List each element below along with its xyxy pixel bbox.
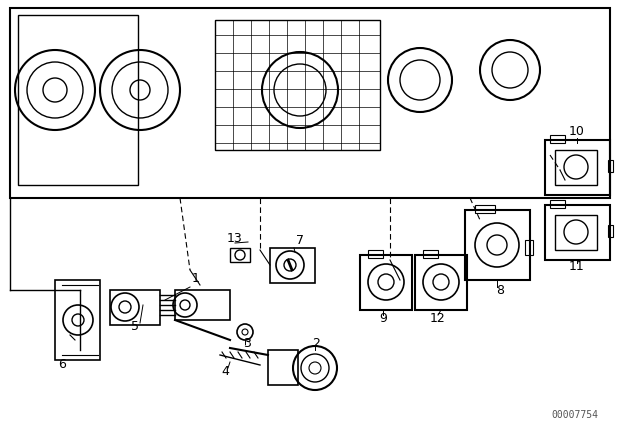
Bar [230,248,250,262]
Text: 1: 1 [192,272,200,285]
Bar [465,210,530,280]
Text: 3: 3 [243,337,251,350]
Bar [525,240,533,255]
Text: 7: 7 [296,234,304,247]
Bar [608,160,613,172]
Bar [270,248,315,283]
Bar [175,290,230,320]
Bar [18,15,138,185]
Bar [360,255,412,310]
Bar [555,150,597,185]
Text: 6: 6 [58,358,66,371]
Bar [10,8,610,198]
Bar [545,205,610,260]
Text: 11: 11 [569,260,585,273]
Text: 13: 13 [227,232,243,245]
Text: 10: 10 [569,125,585,138]
Text: 00007754: 00007754 [552,410,598,420]
Bar [608,225,613,237]
Bar [368,250,383,258]
Text: 2: 2 [312,337,320,350]
Text: 12: 12 [430,312,446,325]
Bar [550,200,565,208]
Text: 5: 5 [131,320,139,333]
Bar [415,255,467,310]
Text: 8: 8 [496,284,504,297]
Bar [215,20,380,150]
Bar [545,140,610,195]
Text: 4: 4 [221,365,229,378]
Bar [268,350,298,385]
Bar [555,215,597,250]
Text: 9: 9 [379,312,387,325]
Bar [550,135,565,143]
Bar [55,280,100,360]
Bar [423,250,438,258]
Bar [475,205,495,213]
Bar [110,290,160,325]
